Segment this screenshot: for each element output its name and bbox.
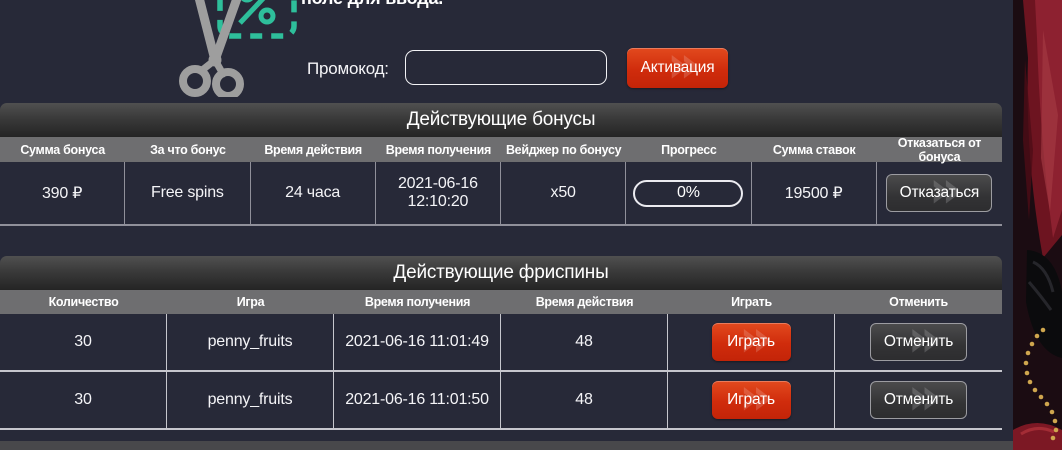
- background-artwork: [1013, 0, 1062, 450]
- freespin-game-cell: penny_fruits: [167, 314, 334, 370]
- scissors-coupon-icon: [170, 0, 300, 100]
- freespin-play-cell: » Играть: [668, 314, 835, 370]
- play-button[interactable]: » Играть: [711, 381, 791, 419]
- refuse-bonus-label: Отказаться: [899, 184, 980, 201]
- freespin-count-cell: 30: [0, 372, 167, 428]
- promo-section: поле для ввода. Промокод: » Активация: [0, 0, 1013, 100]
- bonus-wager-cell: x50: [501, 162, 627, 224]
- promo-code-input[interactable]: [405, 50, 607, 85]
- freespin-count-cell: 30: [0, 314, 167, 370]
- cancel-freespin-button[interactable]: » Отменить: [870, 323, 967, 361]
- bonus-progress-cell: 0%: [626, 162, 752, 224]
- col-cancel: Отменить: [889, 295, 948, 309]
- bonuses-table: Действующие бонусы Сумма бонуса За что б…: [0, 103, 1002, 226]
- freespins-table: Действующие фриспины Количество Игра Вре…: [0, 256, 1002, 430]
- freespins-table-title: Действующие фриспины: [0, 256, 1002, 290]
- progress-bar: 0%: [633, 179, 744, 207]
- bonus-duration-cell: 24 часа: [251, 162, 376, 224]
- activate-button[interactable]: » Активация: [627, 48, 728, 88]
- col-refuse: Отказаться от бонуса: [897, 135, 982, 164]
- bonuses-table-title: Действующие бонусы: [0, 103, 1002, 137]
- freespin-game-cell: penny_fruits: [167, 372, 334, 428]
- play-button-label: Играть: [727, 333, 775, 350]
- bonus-reason-cell: Free spins: [125, 162, 251, 224]
- col-fs-duration: Время действия: [535, 295, 634, 309]
- play-button[interactable]: » Играть: [711, 323, 791, 361]
- promo-code-label: Промокод:: [307, 59, 389, 78]
- activate-button-label: Активация: [640, 59, 715, 76]
- col-progress: Прогресс: [661, 142, 717, 157]
- freespin-received-cell: 2021-06-16 11:01:50: [334, 372, 501, 428]
- col-bonus-reason: За что бонус: [150, 142, 226, 157]
- freespin-row: 30 penny_fruits 2021-06-16 11:01:50 48 »…: [0, 372, 1002, 430]
- cancel-freespin-label: Отменить: [883, 333, 954, 350]
- col-fs-received: Время получения: [364, 295, 471, 309]
- freespin-duration-cell: 48: [501, 372, 668, 428]
- col-wager: Вейджер по бонусу: [505, 142, 622, 157]
- bonus-amount-cell: 390 ₽: [0, 162, 126, 224]
- bonus-refuse-cell: » Отказаться: [877, 162, 1002, 224]
- cancel-freespin-label: Отменить: [883, 391, 954, 408]
- freespins-table-header: Количество Игра Время получения Время де…: [0, 290, 1002, 314]
- col-game: Игра: [236, 295, 265, 309]
- page-content: поле для ввода. Промокод: » Активация Де…: [0, 0, 1013, 450]
- col-duration: Время действия: [264, 142, 362, 157]
- freespin-received-cell: 2021-06-16 11:01:49: [334, 314, 501, 370]
- col-play: Играть: [731, 295, 772, 309]
- bonus-stakes-cell: 19500 ₽: [752, 162, 877, 224]
- freespin-duration-cell: 48: [501, 314, 668, 370]
- footer-bar: [0, 441, 1013, 450]
- bonus-row: 390 ₽ Free spins 24 часа 2021-06-16 12:1…: [0, 162, 1002, 226]
- bonus-received-cell: 2021-06-16 12:10:20: [376, 162, 501, 224]
- bonuses-table-header: Сумма бонуса За что бонус Время действия…: [0, 135, 1002, 164]
- freespin-play-cell: » Играть: [668, 372, 835, 428]
- refuse-bonus-button[interactable]: » Отказаться: [886, 174, 993, 212]
- col-bonus-amount: Сумма бонуса: [20, 142, 105, 157]
- freespin-row: 30 penny_fruits 2021-06-16 11:01:49 48 »…: [0, 314, 1002, 372]
- freespin-cancel-cell: » Отменить: [835, 372, 1002, 428]
- cancel-freespin-button[interactable]: » Отменить: [870, 381, 967, 419]
- col-count: Количество: [48, 295, 119, 309]
- play-button-label: Играть: [727, 391, 775, 408]
- freespin-cancel-cell: » Отменить: [835, 314, 1002, 370]
- col-received: Время получения: [385, 142, 492, 157]
- promo-hint-text: поле для ввода.: [301, 0, 443, 9]
- col-stakes: Сумма ставок: [772, 142, 856, 157]
